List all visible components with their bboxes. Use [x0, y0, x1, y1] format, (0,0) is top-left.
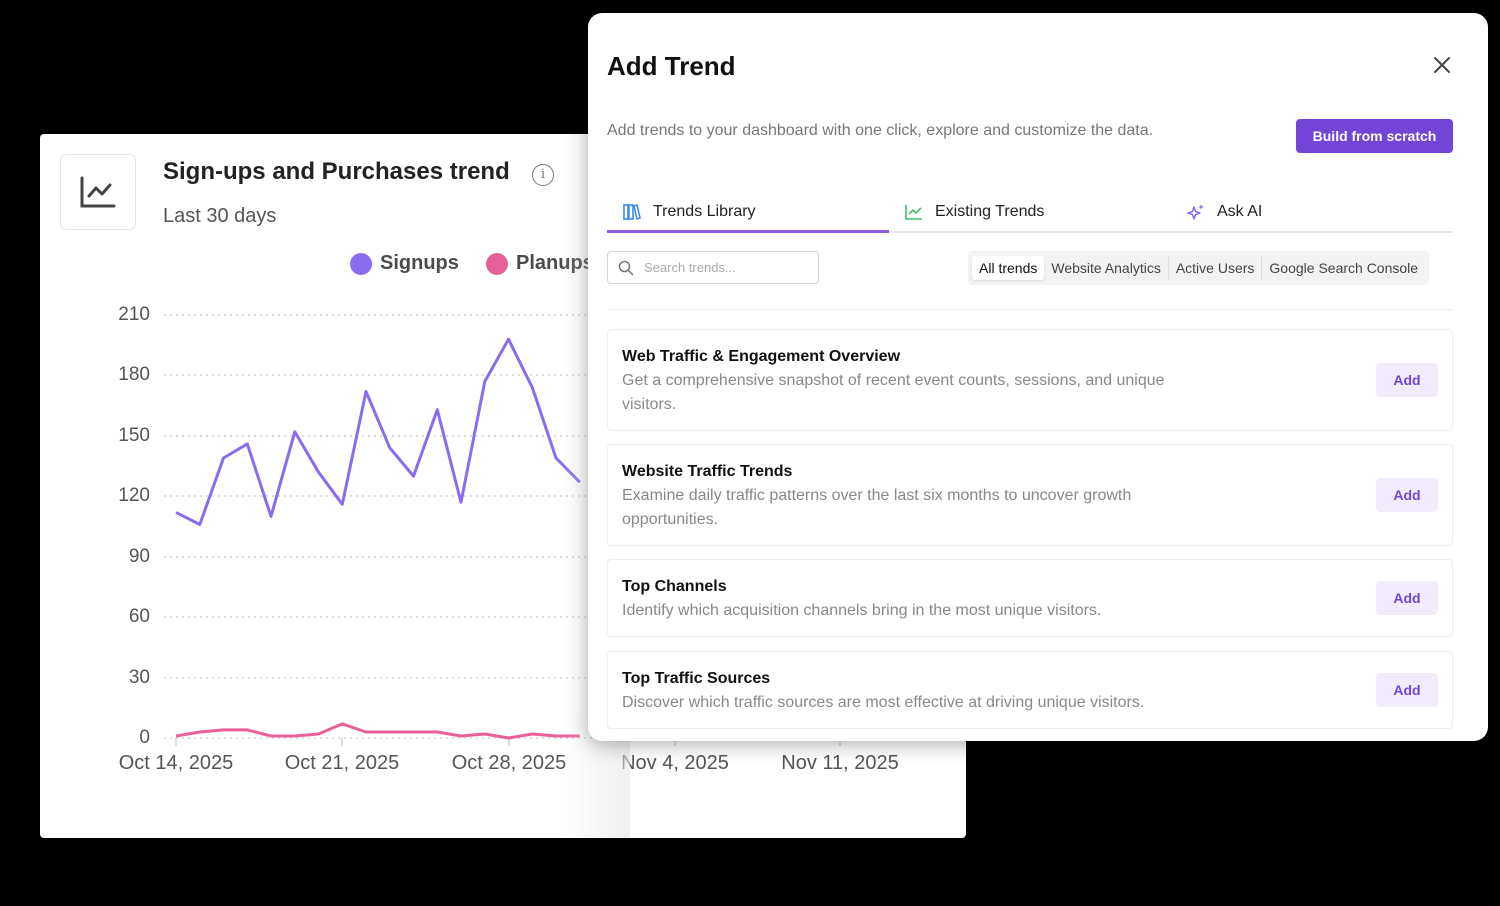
x-tick: Oct 21, 2025 — [284, 752, 400, 774]
search-field[interactable] — [607, 251, 819, 284]
legend-label: Signups — [380, 252, 459, 274]
trend-title: Top Traffic Sources — [622, 670, 771, 687]
modal-tabs: Trends Library Existing Trends Ask AI — [607, 193, 1453, 233]
search-input[interactable] — [642, 259, 806, 276]
x-tick: Oct 14, 2025 — [118, 752, 234, 774]
planups-legend-dot — [486, 252, 508, 275]
filter-active-users[interactable]: Active Users — [1167, 256, 1262, 280]
filter-google-search-console[interactable]: Google Search Console — [1261, 256, 1425, 280]
trend-title: Web Traffic & Engagement Overview — [622, 348, 901, 365]
line-chart-icon — [80, 176, 116, 208]
x-tick: Nov 4, 2025 — [621, 752, 729, 774]
line-chart — [164, 314, 966, 746]
trend-item: Top Channels Identify which acquisition … — [607, 559, 1453, 637]
signups-legend-dot — [350, 252, 372, 275]
y-tick: 120 — [118, 485, 150, 506]
legend-item-signups[interactable]: Signups — [350, 252, 459, 275]
library-icon — [623, 203, 641, 220]
tab-ask-ai[interactable]: Ask AI — [1171, 193, 1453, 231]
x-tick: Nov 11, 2025 — [781, 752, 899, 774]
add-button[interactable]: Add — [1376, 673, 1438, 707]
build-from-scratch-button[interactable]: Build from scratch — [1296, 119, 1453, 153]
sparkle-icon — [1187, 204, 1204, 220]
y-tick: 210 — [118, 304, 150, 325]
close-icon — [1434, 57, 1450, 73]
trend-item: Top Traffic Sources Discover which traff… — [607, 651, 1453, 729]
search-icon — [618, 260, 634, 275]
tab-existing-trends[interactable]: Existing Trends — [889, 193, 1171, 231]
card-icon-box — [60, 154, 136, 230]
y-tick: 60 — [128, 606, 150, 627]
add-button[interactable]: Add — [1376, 363, 1438, 397]
y-tick: 30 — [128, 667, 150, 688]
trend-description: Examine daily traffic patterns over the … — [622, 487, 1132, 528]
trend-description: Identify which acquisition channels brin… — [622, 602, 1102, 619]
info-icon[interactable]: i — [532, 164, 554, 186]
add-button[interactable]: Add — [1376, 581, 1438, 615]
filter-all-trends[interactable]: All trends — [972, 256, 1045, 280]
close-button[interactable] — [1430, 53, 1454, 77]
y-tick: 0 — [139, 727, 150, 748]
modal-title: Add Trend — [607, 51, 736, 81]
planups-line — [175, 722, 580, 740]
x-tick: Oct 28, 2025 — [451, 752, 567, 774]
trend-description: Discover which traffic sources are most … — [622, 694, 1145, 711]
add-button[interactable]: Add — [1376, 478, 1438, 512]
trend-item: Web Traffic & Engagement Overview Get a … — [607, 329, 1453, 431]
trend-title: Top Channels — [622, 578, 727, 595]
tab-label: Trends Library — [653, 202, 756, 220]
signups-line — [175, 337, 581, 526]
divider — [607, 309, 1453, 310]
y-tick: 180 — [118, 364, 150, 385]
add-trend-modal: Add Trend Add trends to your dashboard w… — [588, 13, 1488, 741]
tab-label: Existing Trends — [935, 203, 1045, 220]
modal-description: Add trends to your dashboard with one cl… — [607, 122, 1154, 139]
trend-title: Website Traffic Trends — [622, 463, 793, 480]
y-tick: 150 — [118, 425, 150, 446]
line-chart-icon — [905, 205, 922, 220]
filter-website-analytics[interactable]: Website Analytics — [1051, 260, 1161, 276]
trend-item: Website Traffic Trends Examine daily tra… — [607, 444, 1453, 546]
y-tick: 90 — [128, 546, 150, 567]
card-title: Sign-ups and Purchases trend — [163, 158, 510, 185]
trend-description: Get a comprehensive snapshot of recent e… — [622, 372, 1165, 413]
card-subtitle: Last 30 days — [163, 205, 277, 227]
tab-trends-library[interactable]: Trends Library — [607, 193, 889, 233]
tab-label: Ask AI — [1217, 203, 1263, 220]
filter-segmented-control: All trends Website Analytics Active User… — [968, 251, 1430, 285]
